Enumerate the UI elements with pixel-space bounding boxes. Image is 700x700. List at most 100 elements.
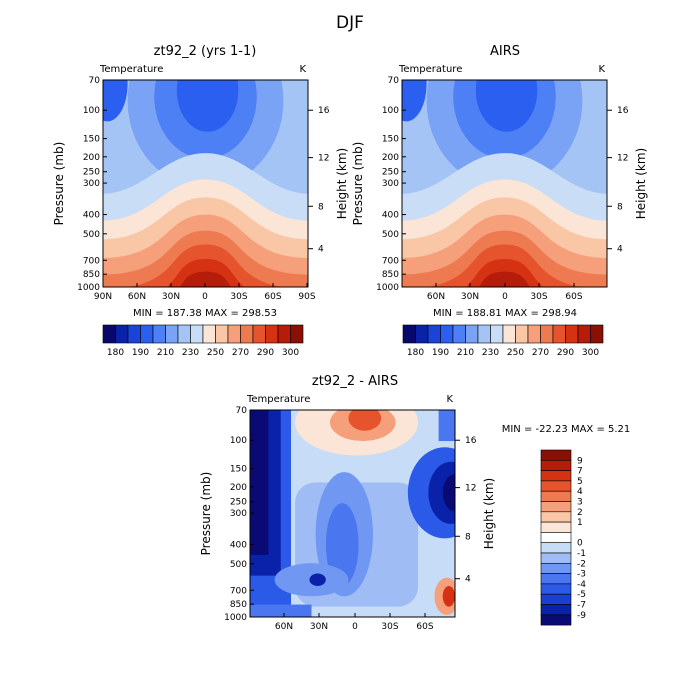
x-tick-label: 90S <box>298 292 315 302</box>
y-tick-label: 200 <box>382 153 399 163</box>
colorbar-swatch <box>515 324 529 344</box>
colorbar-swatch <box>115 324 129 344</box>
y2-axis-label: Height (km) <box>634 148 648 219</box>
colorbar-label: 250 <box>507 348 524 358</box>
colorbar-swatch <box>540 614 572 626</box>
colorbar-label: 270 <box>532 348 549 358</box>
y-tick-label: 1000 <box>376 283 399 293</box>
x-tick-label: 30N <box>461 292 479 302</box>
contour-band <box>402 80 427 122</box>
y-tick-label: 850 <box>382 270 399 280</box>
colorbar-label: 1 <box>577 518 583 528</box>
left-string: Temperature <box>398 64 462 75</box>
y-tick-label: 100 <box>230 436 247 446</box>
left-string: Temperature <box>246 394 310 405</box>
colorbar-label: -2 <box>577 559 586 569</box>
y2-axis-label: Height (km) <box>482 478 496 549</box>
colorbar-label: 190 <box>432 348 449 358</box>
colorbar-swatch <box>540 552 572 564</box>
contour-band <box>438 410 455 442</box>
colorbar-swatch <box>427 324 441 344</box>
y2-tick-label: 16 <box>617 106 629 116</box>
y-tick-label: 250 <box>83 168 100 178</box>
y-tick-label: 700 <box>230 586 247 596</box>
y-tick-label: 200 <box>83 153 100 163</box>
colorbar-label: 210 <box>457 348 474 358</box>
colorbar-swatch <box>540 470 572 482</box>
colorbar-swatch <box>127 324 141 344</box>
colorbar-swatch <box>152 324 166 344</box>
units-label: K <box>598 64 605 75</box>
colorbar-label: -3 <box>577 570 586 580</box>
colorbar-label: 3 <box>577 498 583 508</box>
colorbar-swatch <box>540 542 572 554</box>
colorbar-swatch <box>540 459 572 471</box>
colorbar-swatch <box>402 324 416 344</box>
y-tick-label: 70 <box>236 406 248 416</box>
y2-tick-label: 8 <box>617 202 623 212</box>
y-tick-label: 400 <box>230 541 247 551</box>
colorbar-label: -4 <box>577 580 586 590</box>
colorbar-label: 7 <box>577 467 583 477</box>
colorbar-swatch <box>215 324 229 344</box>
y2-axis-label: Height (km) <box>335 148 349 219</box>
colorbar-label: 2 <box>577 508 583 518</box>
y-tick-label: 250 <box>230 498 247 508</box>
y-tick-label: 1000 <box>77 283 100 293</box>
panel-model: zt92_2 (yrs 1-1) Temperature K 70 100 150 200 2… <box>52 44 349 358</box>
contour-band <box>348 410 382 431</box>
x-tick-label: 0 <box>502 292 508 302</box>
x-tick-label: 60S <box>416 622 433 632</box>
x-tick-label: 30S <box>530 292 547 302</box>
contour-band <box>442 585 455 607</box>
contour-band <box>309 573 326 586</box>
contour-band <box>250 604 312 617</box>
contour-band <box>103 80 128 122</box>
x-tick-label: 0 <box>202 292 208 302</box>
y-tick-label: 150 <box>83 135 100 145</box>
colorbar-label: 190 <box>132 348 149 358</box>
y-tick-label: 500 <box>382 230 399 240</box>
y-axis-label: Pressure (mb) <box>199 472 213 556</box>
colorbar: 180 190 210 230 250 270 290 300 <box>402 324 604 358</box>
y2-tick-label: 4 <box>318 245 324 255</box>
min-max-label: MIN = 188.81 MAX = 298.94 <box>433 308 577 319</box>
min-max-label: MIN = 187.38 MAX = 298.53 <box>133 308 277 319</box>
colorbar-label: -7 <box>577 601 586 611</box>
colorbar-label: 4 <box>577 487 583 497</box>
colorbar-label: 300 <box>582 348 599 358</box>
y-axis-label: Pressure (mb) <box>351 142 365 226</box>
y2-tick-label: 8 <box>465 532 471 542</box>
colorbar-label: 250 <box>207 348 224 358</box>
colorbar-label: 180 <box>107 348 124 358</box>
y-tick-label: 300 <box>382 179 399 189</box>
y-tick-label: 100 <box>382 106 399 116</box>
y2-tick-label: 4 <box>465 575 471 585</box>
colorbar-swatch <box>240 324 254 344</box>
x-tick-label: 60S <box>264 292 281 302</box>
min-max-label: MIN = -22.23 MAX = 5.21 <box>502 424 631 435</box>
x-tick-label: 30S <box>381 622 398 632</box>
y-tick-label: 200 <box>230 483 247 493</box>
y-tick-label: 1000 <box>224 613 247 623</box>
colorbar-swatch <box>502 324 516 344</box>
colorbar-swatch <box>552 324 566 344</box>
colorbar-label: 0 <box>577 539 583 549</box>
y-tick-label: 150 <box>230 465 247 475</box>
colorbar-label: -9 <box>577 611 586 621</box>
y2-tick-label: 16 <box>318 106 330 116</box>
colorbar-label: 210 <box>157 348 174 358</box>
colorbar-label: 5 <box>577 477 583 487</box>
y2-tick-label: 8 <box>318 202 324 212</box>
x-tick-label: 60N <box>128 292 146 302</box>
colorbar-label: 290 <box>557 348 574 358</box>
panel-title: AIRS <box>490 44 520 59</box>
colorbar-swatch <box>440 324 454 344</box>
colorbar-swatch <box>177 324 191 344</box>
colorbar-swatch <box>452 324 466 344</box>
x-tick-label: 60N <box>427 292 445 302</box>
colorbar-swatch <box>540 449 572 461</box>
y2-tick-label: 4 <box>617 245 623 255</box>
